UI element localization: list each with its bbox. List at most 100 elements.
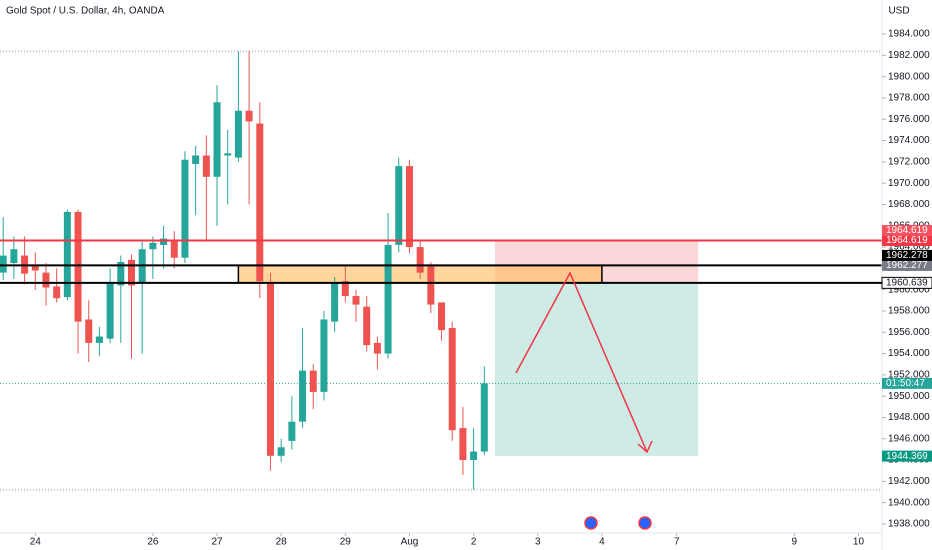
candle-body [202,155,210,177]
candle-body [266,283,274,456]
event-icon[interactable] [638,516,652,530]
y-tick-label: 1964.000 [888,242,930,253]
price-label-box [882,450,932,462]
candle-body [31,265,39,271]
currency[interactable]: USD [888,6,909,17]
candle-body [331,283,339,322]
x-tick-label: 26 [147,537,159,548]
candle-body [277,447,285,456]
x-tick-label: 7 [674,537,680,548]
y-tick-label: 1978.000 [888,93,930,104]
target-zone [494,282,699,457]
x-tick-label: 24 [30,537,42,548]
price-label-box [882,259,932,271]
candle-body [181,159,189,258]
candle-body [85,319,93,343]
candle-body [213,102,221,177]
price-label: 1964.619 [886,225,928,236]
y-tick-label: 1974.000 [888,135,930,146]
y-tick-label: 1954.000 [888,348,930,359]
y-tick-label: 1958.000 [888,306,930,317]
candle-body [320,319,328,392]
candle-body [459,428,467,461]
x-tick-label: 3 [535,537,541,548]
candle-body [149,242,157,250]
y-tick-label: 1938.000 [888,519,930,530]
price-label-box [882,377,932,389]
price-label-box [881,276,932,289]
candle-body [10,249,18,264]
price-label: 1960.639 [886,277,928,288]
price-label: 1962.278 [886,250,928,261]
candle-body [405,166,413,248]
forecast-arrow [515,271,653,454]
candle-body [160,238,168,245]
x-tick-label: 2 [471,537,477,548]
y-tick-label: 1946.000 [888,433,930,444]
candle-body [245,110,253,122]
plot-area [0,50,882,491]
y-tick-label: 1940.000 [888,497,930,508]
y-tick-label: 1970.000 [888,178,930,189]
chart-title: Gold Spot / U.S. Dollar, 4h, OANDA [6,6,165,17]
y-tick-label: 1942.000 [888,476,930,487]
arrow-line [515,271,648,453]
price-label: 01:50:47 [886,378,925,389]
candle-body [234,110,242,158]
y-tick-label: 1972.000 [888,157,930,168]
price-label: 1962.277 [886,260,928,271]
candle-body [74,211,82,322]
x-tick-label: 4 [599,537,605,548]
candle-body [95,336,103,343]
price-label-box [882,249,932,261]
price-label: 1944.369 [886,451,928,462]
event-icon[interactable] [584,516,598,530]
candle-body [53,286,61,299]
arrow-head [637,440,653,454]
candle-body [480,383,488,452]
candle-body [0,255,7,273]
candle-body [373,342,381,354]
y-tick-label: 1968.000 [888,199,930,210]
candle-body [427,266,435,305]
y-tick-label: 1950.000 [888,391,930,402]
candle-body [192,155,200,164]
y-tick-label: 1952.000 [888,369,930,380]
candle-body [438,302,446,331]
candle-body [170,240,178,258]
candle-body [117,261,125,286]
candle-body [363,306,371,346]
candle-body [256,123,264,282]
candle-body [416,247,424,273]
event-icons[interactable] [584,516,652,530]
candle-body [352,296,360,305]
x-tick-label: 28 [276,537,288,548]
candle-body [470,451,478,461]
y-tick-label: 1984.000 [888,29,930,40]
price-label-box [882,234,932,246]
candle-body [309,370,317,392]
currency-box[interactable] [884,2,914,18]
x-tick-label: 27 [211,537,223,548]
x-tick-label: 29 [340,537,352,548]
candle-body [288,421,296,441]
candle-body [299,370,307,422]
candle-body [127,259,135,286]
y-tick-label: 1948.000 [888,412,930,423]
candle-body [63,211,71,298]
y-tick-label: 1956.000 [888,327,930,338]
candle-body [42,272,50,288]
y-tick-label: 1980.000 [888,71,930,82]
candle-body [224,153,232,156]
candle-body [106,283,114,339]
x-tick-label: 10 [853,537,865,548]
candle-body [395,166,403,245]
candle-body [448,328,456,431]
price-label: 1964.619 [886,235,928,246]
y-tick-label: 1960.000 [888,284,930,295]
x-tick-label: 9 [792,537,798,548]
y-tick-label: 1976.000 [888,114,930,125]
candle-body [384,244,392,354]
price-label-box [882,224,932,236]
